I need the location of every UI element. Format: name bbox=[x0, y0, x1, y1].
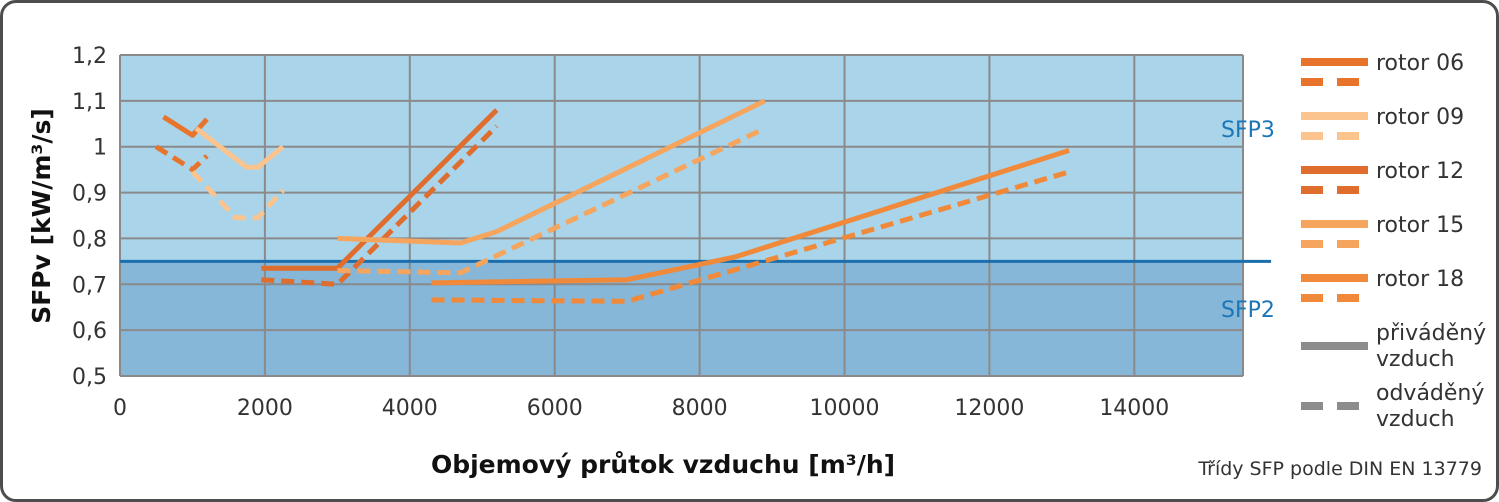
legend-exhaust-label-2: vzduch bbox=[1376, 407, 1455, 432]
rotor-09-supply-line bbox=[194, 126, 285, 170]
zone-sfp3 bbox=[120, 55, 1243, 262]
legend-label: rotor 15 bbox=[1376, 213, 1464, 238]
x-tick-label: 6000 bbox=[527, 396, 583, 421]
legend-label: rotor 12 bbox=[1376, 159, 1464, 184]
rotor-06-exhaust-line bbox=[154, 144, 209, 173]
rotor-12-exhaust-line bbox=[261, 124, 499, 287]
rotor-18-supply-line bbox=[431, 148, 1070, 286]
rotor-15-exhaust-line bbox=[337, 126, 766, 276]
x-tick-label: 0 bbox=[113, 396, 127, 421]
x-tick-label: 2000 bbox=[237, 396, 293, 421]
rotor-18-exhaust-line bbox=[431, 169, 1070, 304]
y-tick-label: 0,7 bbox=[72, 273, 107, 298]
y-tick-label: 1,1 bbox=[72, 90, 107, 115]
legend-exhaust-label-1: odváděný bbox=[1376, 381, 1484, 406]
rotor-06-supply-line bbox=[162, 114, 209, 138]
x-tick-label: 14000 bbox=[1099, 396, 1169, 421]
x-tick-label: 4000 bbox=[382, 396, 438, 421]
x-axis-title: Objemový průtok vzduchu [m³/h] bbox=[431, 450, 895, 479]
y-tick-label: 1 bbox=[93, 136, 107, 161]
rotor-09-exhaust-line bbox=[190, 170, 285, 221]
sfp-chart: 0 2000 4000 6000 8000 10000 12000 14000 0,5 0,6 0,… bbox=[27, 44, 1486, 480]
y-tick-label: 0,8 bbox=[72, 227, 107, 252]
zone-sfp2 bbox=[120, 261, 1243, 376]
y-tick-label: 0,5 bbox=[72, 365, 107, 390]
x-tick-label: 10000 bbox=[810, 396, 880, 421]
sfp-classes-note: Třídy SFP podle DIN EN 13779 bbox=[1197, 458, 1482, 480]
x-tick-label: 12000 bbox=[954, 396, 1024, 421]
y-tick-label: 0,9 bbox=[72, 182, 107, 207]
legend-label: rotor 18 bbox=[1376, 267, 1464, 292]
zone-label-sfp3: SFP3 bbox=[1221, 118, 1275, 143]
legend-supply-label-1: přiváděný bbox=[1376, 321, 1486, 346]
legend-label: rotor 06 bbox=[1376, 51, 1464, 76]
y-tick-label: 1,2 bbox=[72, 44, 107, 69]
rotor-12-supply-line bbox=[261, 108, 499, 271]
legend-supply-label-2: vzduch bbox=[1376, 347, 1455, 372]
legend-label: rotor 09 bbox=[1376, 105, 1464, 130]
rotor-15-supply-line bbox=[337, 98, 766, 246]
zone-label-sfp2: SFP2 bbox=[1221, 298, 1275, 323]
x-tick-label: 8000 bbox=[672, 396, 728, 421]
y-axis-title: SFPv [kW/m³/s] bbox=[27, 108, 56, 324]
y-tick-label: 0,6 bbox=[72, 319, 107, 344]
